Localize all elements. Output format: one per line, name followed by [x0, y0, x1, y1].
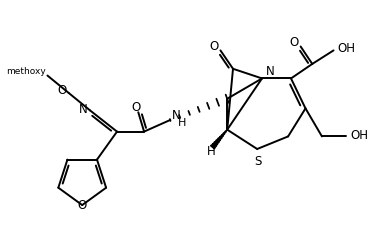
Text: O: O	[132, 101, 141, 114]
Text: OH: OH	[338, 42, 355, 55]
Text: N: N	[79, 103, 88, 116]
Text: S: S	[254, 155, 262, 168]
Text: N: N	[172, 109, 181, 122]
Text: O: O	[77, 198, 87, 212]
Text: O: O	[209, 40, 218, 53]
Text: O: O	[57, 84, 67, 96]
Text: O: O	[290, 36, 299, 49]
Text: H: H	[178, 118, 186, 128]
Polygon shape	[211, 130, 227, 149]
Text: H: H	[206, 145, 215, 158]
Text: OH: OH	[350, 129, 368, 142]
Text: N: N	[266, 65, 275, 78]
Text: methoxy: methoxy	[6, 67, 45, 76]
